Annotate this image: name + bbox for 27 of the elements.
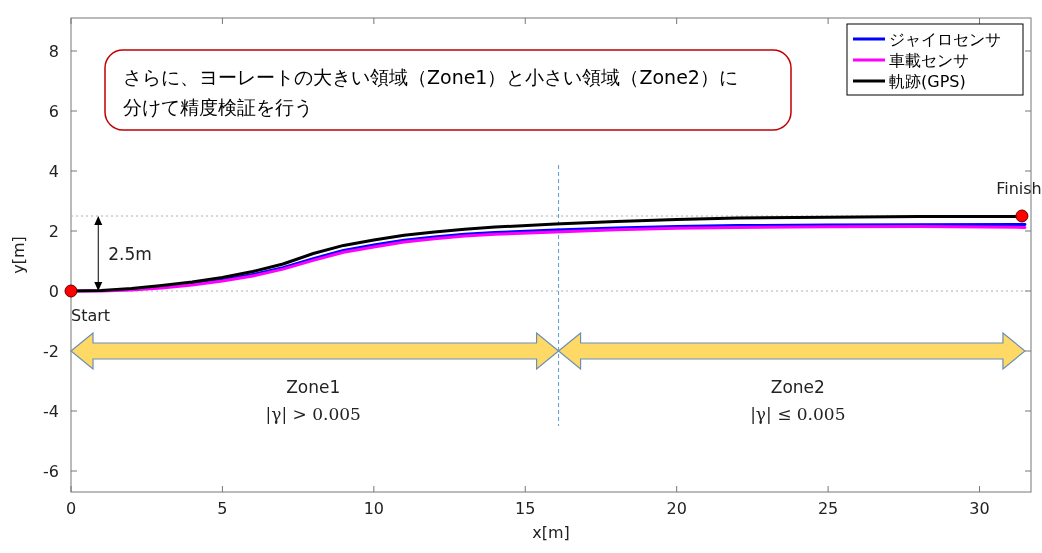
x-tick-label: 30 xyxy=(969,499,990,518)
y-tick-label: -6 xyxy=(43,462,59,481)
annotation: |γ| > 0.005 xyxy=(265,404,361,424)
annotation: Zone2 xyxy=(770,377,825,397)
annotation: Start xyxy=(71,306,111,325)
annotation: 2.5m xyxy=(108,243,152,264)
x-axis-title: x[m] xyxy=(532,523,570,542)
legend-label: 車載センサ xyxy=(889,51,969,70)
y-axis-title: y[m] xyxy=(9,236,28,274)
y-tick-label: -4 xyxy=(43,402,59,421)
y-tick-label: -2 xyxy=(43,342,59,361)
y-tick-label: 2 xyxy=(48,222,59,241)
x-tick-label: 15 xyxy=(515,499,536,518)
x-tick-label: 0 xyxy=(65,499,77,518)
legend-label: 軌跡(GPS) xyxy=(889,72,966,91)
annotation: Finish xyxy=(996,179,1042,198)
y-tick-label: 6 xyxy=(48,102,59,121)
y-tick-label: 8 xyxy=(48,42,59,61)
annotation: |γ| ≤ 0.005 xyxy=(750,404,846,424)
x-tick-label: 20 xyxy=(666,499,687,518)
x-tick-label: 5 xyxy=(217,499,228,518)
y-tick-label: 4 xyxy=(48,162,59,181)
x-tick-label: 10 xyxy=(363,499,385,518)
legend-label: ジャイロセンサ xyxy=(889,30,1001,49)
annotation: Zone1 xyxy=(286,377,341,397)
x-tick-label: 25 xyxy=(817,499,839,518)
y-tick-label: 0 xyxy=(48,282,59,301)
